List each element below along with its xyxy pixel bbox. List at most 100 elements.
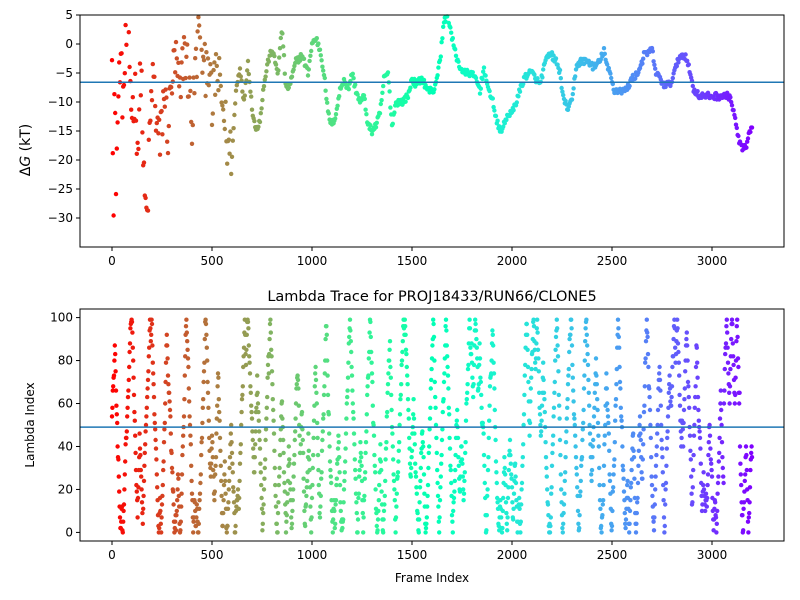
delta-g-point xyxy=(350,71,355,77)
delta-g-point xyxy=(437,58,443,63)
lambda-point xyxy=(687,405,692,410)
lambda-point xyxy=(131,392,137,398)
lambda-point xyxy=(599,523,604,529)
lambda-point xyxy=(179,472,185,477)
lambda-point xyxy=(555,343,560,348)
delta-g-point xyxy=(230,138,235,143)
lambda-point xyxy=(315,420,320,426)
lambda-point xyxy=(449,513,455,518)
lambda-point xyxy=(518,519,523,524)
lambda-point xyxy=(289,515,294,520)
lambda-point xyxy=(652,502,657,507)
lambda-point xyxy=(318,504,323,509)
lambda-point xyxy=(126,377,131,383)
lambda-point xyxy=(447,412,452,417)
lambda-point xyxy=(638,437,643,443)
lambda-point xyxy=(148,326,153,331)
lambda-point xyxy=(343,459,348,464)
lambda-point xyxy=(432,358,437,363)
lambda-point xyxy=(471,382,476,387)
lambda-point xyxy=(715,508,720,514)
lambda-point xyxy=(297,433,302,438)
lambda-point xyxy=(312,384,317,389)
delta-g-point xyxy=(146,137,151,142)
lambda-point xyxy=(601,498,606,503)
lambda-point xyxy=(592,390,597,395)
lambda-point xyxy=(123,442,128,447)
lambda-point xyxy=(130,345,135,350)
lambda-point xyxy=(398,397,403,402)
lambda-x-tick-label: 1000 xyxy=(297,548,328,562)
lambda-point xyxy=(440,409,445,415)
lambda-point xyxy=(161,440,167,445)
lambda-point xyxy=(176,476,181,481)
lambda-point xyxy=(185,339,190,344)
lambda-point xyxy=(567,336,572,342)
lambda-point xyxy=(154,472,159,477)
lambda-point xyxy=(293,429,298,434)
lambda-point xyxy=(317,510,322,516)
lambda-point xyxy=(673,345,678,350)
lambda-point xyxy=(597,482,602,488)
lambda-point xyxy=(593,356,599,361)
lambda-point xyxy=(389,392,394,398)
lambda-point xyxy=(383,446,389,451)
delta-g-point xyxy=(467,73,472,79)
lambda-point xyxy=(519,487,524,492)
lambda-point xyxy=(420,429,425,434)
lambda-point xyxy=(693,364,699,370)
lambda-point xyxy=(705,495,710,501)
lambda-point xyxy=(268,317,273,322)
lambda-point xyxy=(209,446,214,451)
lambda-point xyxy=(173,519,178,524)
lambda-point xyxy=(196,530,201,535)
lambda-point xyxy=(159,515,164,520)
delta-g-point xyxy=(214,63,219,69)
lambda-point xyxy=(233,530,238,535)
delta-g-point xyxy=(605,62,610,67)
lambda-point xyxy=(291,461,297,466)
lambda-point xyxy=(261,487,267,492)
lambda-point xyxy=(525,364,531,370)
lambda-point xyxy=(728,366,733,372)
lambda-point xyxy=(517,506,522,511)
lambda-point xyxy=(184,330,189,335)
lambda-point xyxy=(727,384,733,389)
lambda-point xyxy=(605,401,610,406)
lambda-point xyxy=(296,386,301,391)
lambda-point xyxy=(334,482,339,488)
lambda-point xyxy=(664,446,669,451)
lambda-point xyxy=(143,442,148,447)
lambda-point xyxy=(218,448,223,453)
lambda-point xyxy=(725,330,730,335)
delta-g-x-tick-label: 1000 xyxy=(297,254,328,268)
delta-g-point xyxy=(200,70,205,75)
lambda-point xyxy=(429,366,434,372)
delta-g-y-ticks: 50−5−10−15−20−25−30 xyxy=(48,8,80,225)
delta-g-x-ticks: 0 500 1000 1500 2000 2500 3000 xyxy=(108,247,727,268)
lambda-point xyxy=(557,416,562,421)
delta-g-point xyxy=(321,68,326,73)
lambda-point xyxy=(601,463,607,468)
lambda-point xyxy=(478,379,483,385)
delta-g-panel: 0 500 1000 1500 2000 2500 3000 50−5−10−15−20−2… xyxy=(18,8,785,268)
lambda-point xyxy=(238,442,243,447)
lambda-point xyxy=(292,437,297,443)
lambda-point xyxy=(175,498,180,503)
lambda-point xyxy=(545,487,550,492)
lambda-point xyxy=(125,414,130,419)
lambda-point xyxy=(632,476,637,481)
lambda-point xyxy=(560,530,565,535)
lambda-point xyxy=(252,455,257,460)
lambda-point xyxy=(245,319,251,325)
lambda-point xyxy=(580,427,585,432)
delta-g-point xyxy=(252,118,257,124)
lambda-point xyxy=(363,440,369,445)
lambda-point xyxy=(295,377,301,383)
lambda-point xyxy=(687,433,693,438)
lambda-point xyxy=(677,373,682,378)
lambda-point xyxy=(586,390,591,395)
lambda-point xyxy=(165,356,170,361)
lambda-point xyxy=(337,482,343,488)
lambda-point xyxy=(315,452,321,458)
